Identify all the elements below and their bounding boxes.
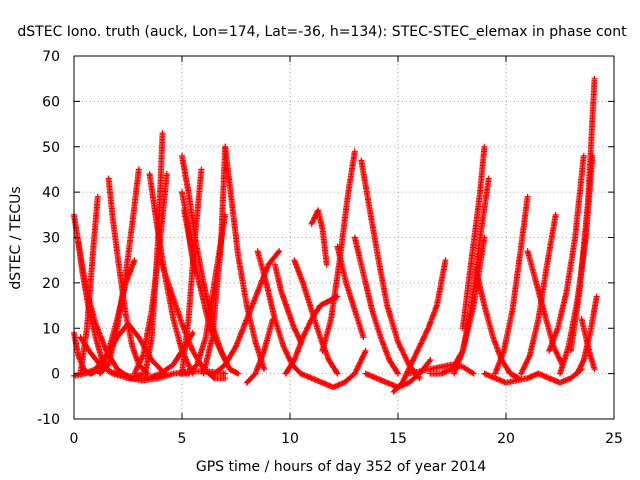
data-point-markers [358, 157, 423, 382]
data-series-4 [77, 193, 101, 377]
data-series-28 [308, 207, 330, 268]
data-point-markers [77, 193, 101, 377]
data-point-markers [297, 347, 369, 391]
y-tick-label: 30 [42, 231, 60, 247]
data-point-markers [390, 257, 449, 395]
data-point-markers [200, 143, 229, 377]
data-series-30 [334, 243, 367, 341]
chart-title: dSTEC Iono. truth (auck, Lon=174, Lat=-3… [17, 24, 627, 40]
data-point-markers [351, 234, 401, 377]
data-point-markers [492, 193, 531, 377]
data-series-26 [291, 257, 341, 377]
y-tick-label: -10 [37, 412, 60, 428]
data-point-markers [546, 152, 587, 354]
data-series-41 [492, 193, 531, 377]
x-tick-label: 10 [281, 431, 299, 447]
x-tick-label: 25 [605, 431, 623, 447]
data-series-47 [567, 75, 598, 354]
plot-frame [73, 55, 615, 420]
x-tick-label: 20 [497, 431, 515, 447]
data-point-markers [334, 243, 367, 341]
data-series-21 [211, 248, 283, 377]
data-point-markers [96, 166, 142, 377]
data-series-40 [481, 370, 542, 386]
y-tick-label: 40 [42, 185, 60, 201]
data-series-22 [243, 316, 276, 386]
data-series-32 [358, 157, 423, 382]
data-series-20 [222, 143, 268, 373]
y-tick-label: 20 [42, 276, 60, 292]
y-tick-label: 50 [42, 140, 60, 156]
x-axis-label: GPS time / hours of day 352 of year 2014 [196, 459, 486, 475]
data-series-27 [297, 347, 369, 391]
data-series-37 [451, 175, 492, 377]
data-series-49 [578, 316, 598, 373]
data-point-markers [567, 75, 598, 354]
data-series-45 [546, 152, 587, 354]
y-tick-label: 70 [42, 49, 60, 65]
data-point-markers [308, 207, 330, 268]
x-tick-label: 0 [70, 431, 79, 447]
data-point-markers [578, 316, 598, 373]
data-series-8 [96, 166, 142, 377]
data-point-markers [481, 370, 542, 386]
x-tick-label: 5 [178, 431, 187, 447]
x-tick-label: 15 [389, 431, 407, 447]
data-series-24 [271, 261, 304, 345]
axes: 0 5 10 15 20 25 -10 0 10 20 30 40 50 60 70 [37, 49, 623, 447]
y-axis-label: dSTEC / TECUs [8, 186, 24, 289]
data-point-markers [451, 175, 492, 377]
y-tick-label: 0 [51, 367, 60, 383]
data-point-markers [271, 261, 304, 345]
data-series-31 [351, 234, 401, 377]
data-point-markers [459, 143, 488, 332]
data-point-markers [243, 316, 276, 386]
data-point-markers [211, 248, 283, 377]
data-series-34 [390, 257, 449, 395]
y-tick-label: 60 [42, 94, 60, 110]
grid [74, 56, 614, 419]
data-points [71, 75, 600, 395]
data-series-19 [200, 143, 229, 377]
data-series-38 [459, 143, 488, 332]
data-point-markers [222, 143, 268, 373]
y-tick-label: 10 [42, 321, 60, 337]
data-point-markers [291, 257, 341, 377]
